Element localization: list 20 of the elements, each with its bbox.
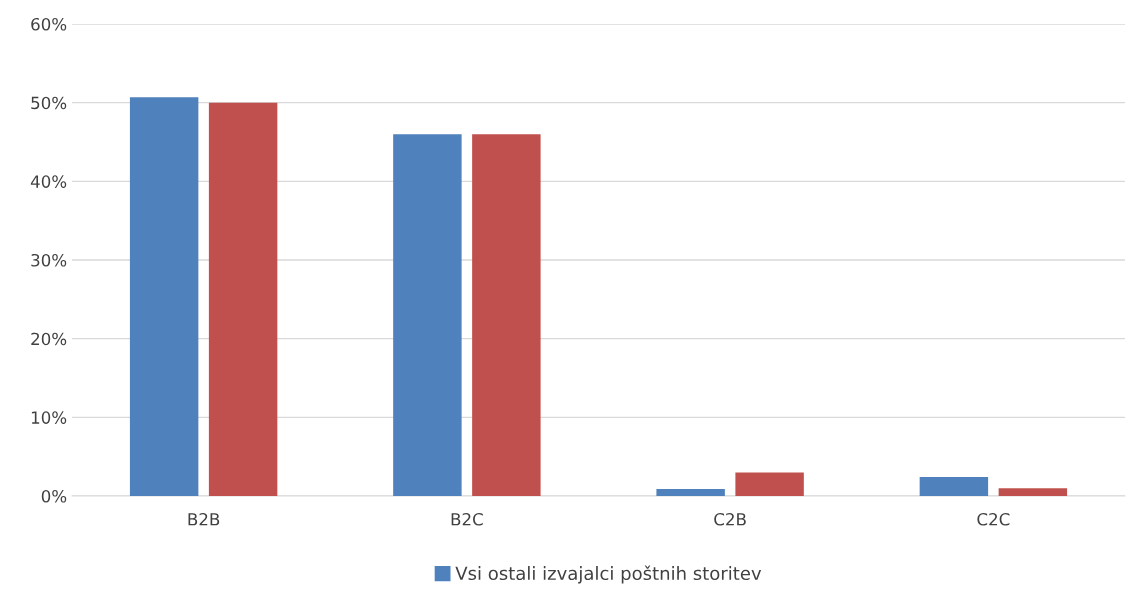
y-tick-label: 50%: [31, 96, 67, 110]
y-tick-label: 0%: [41, 489, 67, 503]
legend-label: Vsi ostali izvajalci poštnih storitev: [455, 565, 762, 584]
bar: [208, 102, 278, 496]
x-tick-label: B2B: [188, 512, 220, 526]
bar: [919, 477, 989, 496]
bar: [472, 134, 541, 496]
y-tick-label: 10%: [31, 411, 67, 424]
y-tick-label: 30%: [31, 253, 67, 267]
bar: [998, 488, 1068, 496]
x-tick-label: C2B: [714, 512, 746, 526]
bar: [129, 97, 199, 496]
bar: [735, 472, 804, 496]
bar: [393, 134, 462, 496]
x-tick-label: C2C: [977, 512, 1010, 526]
y-tick-label: 20%: [31, 332, 67, 346]
y-tick-label: 60%: [31, 17, 67, 31]
y-tick-label: 40%: [30, 175, 67, 188]
x-tick-label: B2C: [451, 512, 483, 526]
bar: [656, 488, 725, 496]
